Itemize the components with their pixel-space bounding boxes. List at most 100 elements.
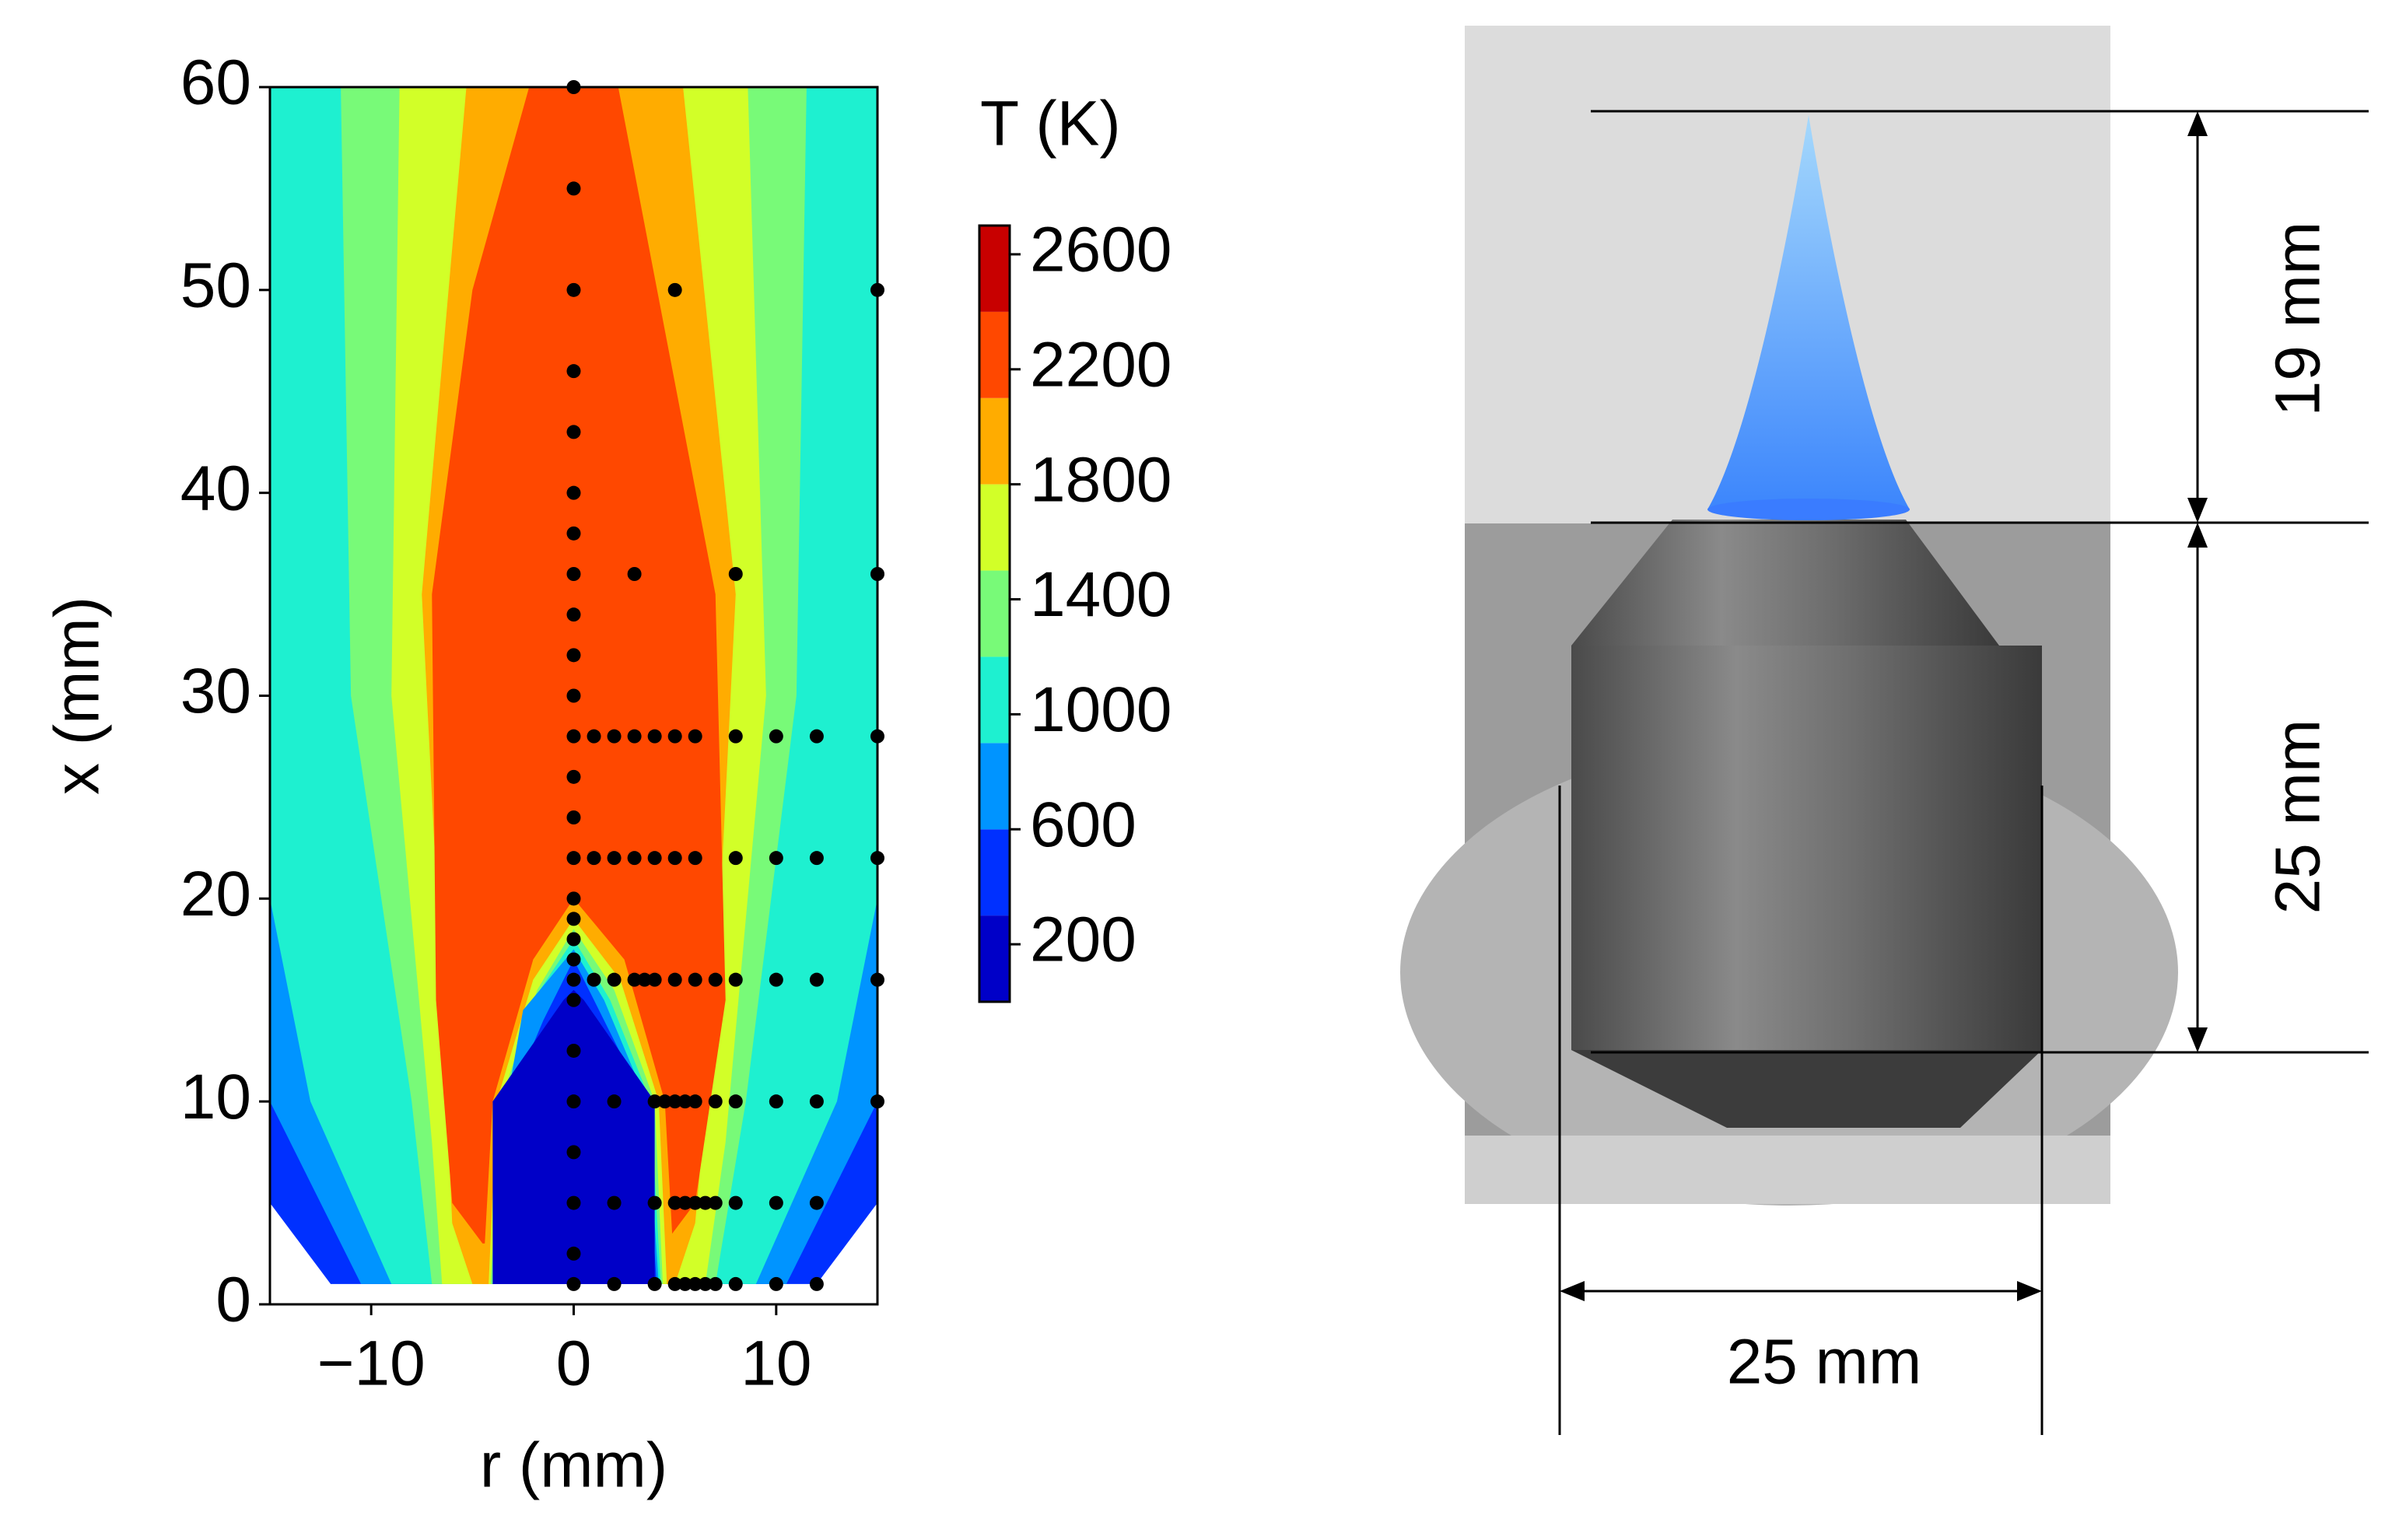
measurement-point <box>566 364 581 379</box>
measurement-point <box>627 851 642 866</box>
colorbar-band <box>979 743 1010 830</box>
flame-photo: 19 mm 25 mm 25 mm <box>1400 26 2369 1435</box>
measurement-point <box>728 972 743 987</box>
colorbar-tick-label: 2600 <box>1030 215 1171 285</box>
measurement-point <box>688 972 702 987</box>
measurement-point <box>587 972 601 987</box>
measurement-point <box>637 972 652 987</box>
measurement-point <box>728 729 743 744</box>
measurement-point <box>647 1195 662 1210</box>
measurement-point <box>566 992 581 1007</box>
measurement-point <box>566 729 581 744</box>
arrowheads <box>1560 111 2208 1301</box>
measurement-point <box>566 1195 581 1210</box>
x-tick-label: 0 <box>556 1328 592 1399</box>
measurement-point <box>809 1094 824 1109</box>
measurement-point <box>667 1094 682 1109</box>
colorbar-band <box>979 829 1010 916</box>
measurement-point <box>769 1276 783 1291</box>
measurement-point <box>809 1195 824 1210</box>
measurement-point <box>809 1276 824 1291</box>
dimension-lines <box>1558 110 2369 1435</box>
photo-plate-rim <box>1465 1136 2110 1204</box>
measurement-point <box>657 1094 672 1109</box>
measurement-point <box>566 1145 581 1160</box>
y-tick-label: 50 <box>180 250 251 320</box>
y-tick-label: 20 <box>180 859 251 929</box>
measurement-point <box>688 1094 702 1109</box>
measurement-point <box>566 932 581 947</box>
colorbar-tick-label: 2200 <box>1030 329 1171 400</box>
x-tick-label: −10 <box>317 1328 426 1399</box>
colorbar-tick-label: 1800 <box>1030 444 1171 515</box>
colorbar-frame <box>978 224 1011 1003</box>
measurement-point <box>708 1195 723 1210</box>
measurement-point <box>587 851 601 866</box>
measurement-point <box>566 972 581 987</box>
measurement-point <box>566 607 581 622</box>
measurement-point <box>708 1094 723 1109</box>
measurement-point <box>566 282 581 297</box>
measurement-point <box>566 688 581 703</box>
measurement-point <box>566 1246 581 1261</box>
measurement-point <box>607 1276 622 1291</box>
measurement-point <box>769 972 783 987</box>
measurement-point <box>698 1276 713 1291</box>
measurement-point <box>566 485 581 500</box>
colorbar-tick-label: 1400 <box>1030 559 1171 630</box>
measurement-point <box>678 1195 692 1210</box>
contour-band <box>492 989 655 1284</box>
measurement-point <box>809 851 824 866</box>
measurement-point <box>647 729 662 744</box>
measurement-point <box>728 1195 743 1210</box>
measurement-point <box>647 972 662 987</box>
measurement-point <box>809 729 824 744</box>
measurement-point <box>688 1195 702 1210</box>
measurement-point <box>607 851 622 866</box>
measurement-point <box>566 1043 581 1058</box>
x-tick-label: 10 <box>741 1328 811 1399</box>
measurement-point <box>688 729 702 744</box>
measurement-point <box>667 282 682 297</box>
measurement-point <box>698 1195 713 1210</box>
measurement-point <box>728 851 743 866</box>
colorbar-band <box>979 484 1010 571</box>
dimension-label: 19 mm <box>2263 222 2334 417</box>
measurement-point <box>566 181 581 196</box>
measurement-point <box>566 1276 581 1291</box>
measurement-point <box>627 729 642 744</box>
measurement-point <box>566 425 581 439</box>
colorbar-tick-label: 200 <box>1030 905 1136 975</box>
y-tick-label: 40 <box>180 453 251 523</box>
measurement-point <box>566 912 581 926</box>
measurement-point <box>667 1195 682 1210</box>
measurement-point <box>566 952 581 967</box>
measurement-point <box>566 526 581 541</box>
measurement-point <box>667 1276 682 1291</box>
y-axis-label: x (mm) <box>42 597 113 795</box>
measurement-point <box>769 1195 783 1210</box>
colorbar-band <box>979 570 1010 657</box>
colorbar-label: T (K) <box>980 89 1121 159</box>
measurement-point <box>728 1094 743 1109</box>
measurement-point <box>607 972 622 987</box>
measurement-point <box>566 648 581 663</box>
measurement-point <box>647 851 662 866</box>
measurement-point <box>607 1195 622 1210</box>
measurement-point <box>728 567 743 581</box>
dimension-label: 25 mm <box>2263 719 2334 915</box>
measurement-point <box>708 1276 723 1291</box>
measurement-point <box>769 729 783 744</box>
measurement-point <box>688 851 702 866</box>
colorbar-band <box>979 915 1010 1002</box>
measurement-point <box>769 851 783 866</box>
measurement-point <box>647 1094 662 1109</box>
measurement-point <box>566 1094 581 1109</box>
measurement-point <box>566 891 581 906</box>
flame <box>1707 115 1910 509</box>
colorbar-band <box>979 656 1010 744</box>
burner-bottom <box>1571 1050 2042 1128</box>
measurement-point <box>708 972 723 987</box>
contour-plot: 0 10 20 30 40 50 60 −10 0 10 r (mm) x (mm) 200 600 100… <box>42 47 1172 1501</box>
